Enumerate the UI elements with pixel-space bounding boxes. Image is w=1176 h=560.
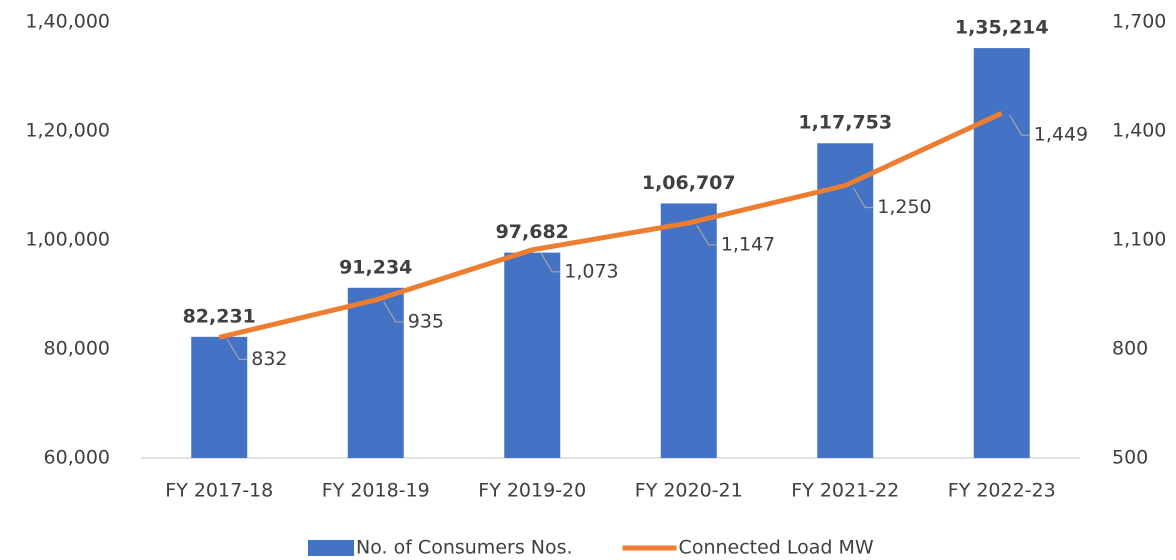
- yticks-label: 1,20,000: [25, 120, 110, 142]
- leader-line: [539, 251, 561, 273]
- bar: [973, 48, 1030, 458]
- yticks-label: 1,00,000: [25, 229, 110, 251]
- line-value-label: 1,449: [1034, 124, 1088, 146]
- y2ticks-label: 500: [1112, 447, 1148, 469]
- line-value-label: 935: [408, 310, 444, 332]
- yticks-label: 80,000: [44, 338, 110, 360]
- bar-value-label: 1,17,753: [798, 112, 892, 134]
- leader-line: [852, 187, 874, 209]
- line-value-label: 1,073: [564, 260, 618, 282]
- leader-line: [383, 301, 404, 323]
- line: [218, 110, 1003, 340]
- bar: [504, 252, 561, 458]
- x-tick-label: FY 2020-21: [635, 480, 743, 502]
- bar: [817, 143, 874, 458]
- y2ticks-label: 800: [1112, 338, 1148, 360]
- bar: [660, 203, 717, 458]
- y2ticks-label: 1,400: [1112, 120, 1166, 142]
- line-value-label: 1,147: [721, 233, 775, 255]
- bar-value-label: 97,682: [496, 221, 569, 243]
- leader-line: [226, 339, 248, 360]
- x-tick-label: FY 2022-23: [948, 480, 1056, 502]
- y2ticks-label: 1,700: [1112, 11, 1166, 33]
- bar-value-label: 82,231: [183, 305, 256, 327]
- legend-swatch: [308, 540, 354, 556]
- bar: [347, 287, 404, 458]
- yticks-label: 1,40,000: [25, 11, 110, 33]
- x-tick-label: FY 2018-19: [322, 480, 430, 502]
- leader-line: [696, 224, 717, 246]
- legend-label: Connected Load MW: [679, 537, 874, 559]
- line-value-label: 832: [251, 348, 287, 370]
- x-tick-label: FY 2019-20: [478, 480, 586, 502]
- line-value-label: 1,250: [877, 196, 931, 218]
- bar-value-label: 1,35,214: [955, 17, 1049, 39]
- bar-value-label: 91,234: [339, 256, 412, 278]
- bar-value-label: 1,06,707: [642, 172, 736, 194]
- yticks-label: 60,000: [44, 447, 110, 469]
- leader-line: [1009, 114, 1030, 136]
- x-tick-label: FY 2017-18: [165, 480, 273, 502]
- y2ticks-label: 1,100: [1112, 229, 1166, 251]
- bar: [191, 336, 248, 458]
- x-tick-label: FY 2021-22: [791, 480, 899, 502]
- legend-label: No. of Consumers Nos.: [356, 537, 573, 559]
